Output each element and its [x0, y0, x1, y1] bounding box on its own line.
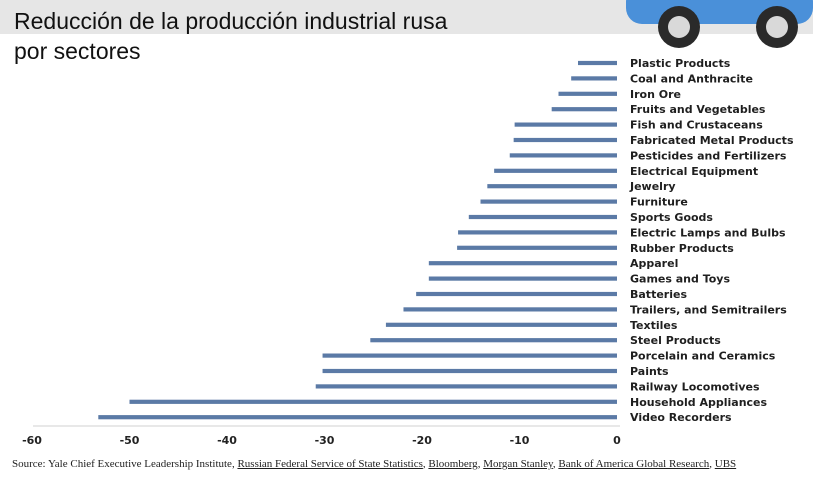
bar-apparel: [428, 261, 617, 266]
bar-household-appliances: [129, 399, 617, 404]
chart-title-line-2: por sectores: [14, 38, 141, 64]
category-label-batteries: Batteries: [630, 288, 687, 301]
bar-furniture: [480, 199, 617, 204]
source-link-rosstat[interactable]: Russian Federal Service of State Statist…: [237, 458, 423, 470]
category-label-iron-ore: Iron Ore: [630, 88, 681, 101]
bar-sports-goods: [468, 214, 617, 220]
category-label-trailers-and-semitrailers: Trailers, and Semitrailers: [630, 303, 787, 316]
category-label-sports-goods: Sports Goods: [630, 211, 713, 224]
bar-trailers-and-semitrailers: [403, 307, 617, 312]
bar-fabricated-metal-products: [513, 137, 617, 143]
category-label-apparel: Apparel: [630, 257, 678, 270]
category-label-electrical-equipment: Electrical Equipment: [630, 165, 758, 178]
bar-video-recorders: [98, 415, 618, 420]
category-label-household-appliances: Household Appliances: [630, 396, 768, 409]
category-label-steel-products: Steel Products: [630, 334, 721, 347]
x-tick-label-0: 0: [613, 434, 621, 447]
category-label-coal-and-anthracite: Coal and Anthracite: [630, 72, 753, 85]
category-label-porcelain-and-ceramics: Porcelain and Ceramics: [630, 350, 776, 363]
bar-batteries: [416, 291, 617, 297]
source-note: Source: Yale Chief Executive Leadership …: [12, 458, 737, 470]
source-link-bofa[interactable]: Bank of America Global Research: [558, 458, 710, 470]
category-label-furniture: Furniture: [630, 196, 688, 209]
bar-railway-locomotives: [315, 384, 617, 389]
category-label-rubber-products: Rubber Products: [630, 242, 734, 255]
source-link-bloomberg[interactable]: Bloomberg: [428, 458, 478, 470]
x-tick-label-minus-30: -30: [315, 434, 335, 447]
x-tick-label-minus-10: -10: [510, 434, 530, 447]
bar-jewelry: [487, 184, 617, 189]
chart-title: Reducción de la producción industrial ru…: [14, 6, 447, 66]
car-hub-left: [668, 16, 690, 38]
category-label-pesticides-and-fertilizers: Pesticides and Fertilizers: [630, 149, 787, 162]
category-label-textiles: Textiles: [630, 319, 678, 332]
source-prefix: Source: Yale Chief Executive Leadership …: [12, 458, 238, 470]
bar-iron-ore: [558, 91, 617, 96]
bar-coal-and-anthracite: [571, 76, 617, 81]
car-hub-right: [766, 16, 788, 38]
x-tick-label-minus-40: -40: [217, 434, 237, 447]
category-label-plastic-products: Plastic Products: [630, 57, 731, 70]
x-tick-label-minus-50: -50: [120, 434, 140, 447]
x-tick-label-minus-20: -20: [412, 434, 432, 447]
bar-fish-and-crustaceans: [514, 122, 617, 127]
source-link-morgan-stanley[interactable]: Morgan Stanley: [483, 458, 553, 470]
bar-pesticides-and-fertilizers: [509, 153, 617, 158]
bar-textiles: [385, 322, 617, 327]
bar-games-and-toys: [428, 276, 617, 281]
chart-title-line-1: Reducción de la producción industrial ru…: [14, 8, 448, 34]
bar-fruits-and-vegetables: [551, 107, 617, 112]
category-label-fish-and-crustaceans: Fish and Crustaceans: [630, 119, 763, 132]
bar-rubber-products: [457, 245, 617, 250]
category-label-games-and-toys: Games and Toys: [630, 273, 730, 286]
bar-plastic-products: [578, 60, 617, 66]
source-link-ubs[interactable]: UBS: [714, 458, 737, 470]
bar-electrical-equipment: [494, 168, 617, 173]
x-tick-label-minus-60: -60: [22, 434, 42, 447]
category-label-fruits-and-vegetables: Fruits and Vegetables: [630, 103, 766, 116]
category-label-railway-locomotives: Railway Locomotives: [630, 380, 760, 393]
category-label-video-recorders: Video Recorders: [630, 411, 732, 424]
category-label-fabricated-metal-products: Fabricated Metal Products: [630, 134, 794, 147]
bar-steel-products: [370, 338, 617, 343]
category-label-electric-lamps-and-bulbs: Electric Lamps and Bulbs: [630, 226, 786, 239]
bar-porcelain-and-ceramics: [322, 353, 617, 358]
bar-electric-lamps-and-bulbs: [458, 230, 617, 235]
category-label-paints: Paints: [630, 365, 669, 378]
car-icon: [626, 0, 813, 48]
category-label-jewelry: Jewelry: [629, 180, 676, 193]
bar-paints: [322, 368, 617, 374]
